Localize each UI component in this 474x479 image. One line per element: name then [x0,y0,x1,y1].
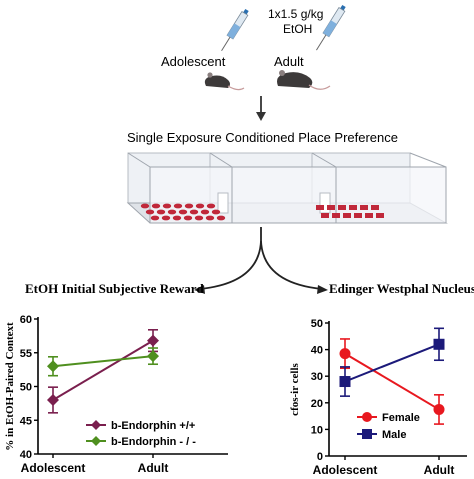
data-point [47,394,59,406]
floor-dot [145,209,155,215]
left-curve-arrow-icon [199,227,262,290]
y-tick-label: 30 [311,371,323,383]
adult-group-label: Adult [274,54,304,69]
data-point [339,376,351,388]
floor-dot [183,215,193,221]
y-tick-label: 60 [20,314,32,326]
floor-dot [184,203,194,209]
floor-square-pattern [316,205,384,218]
cpp-apparatus [126,152,448,224]
right-curve-arrow-icon [260,240,323,290]
floor-dot [172,215,182,221]
floor-dot [206,203,216,209]
series-b-endorphin- [47,328,159,414]
data-point [433,403,445,415]
floor-square [360,205,368,210]
data-point [47,360,59,373]
data-point [147,350,159,363]
branch-arrows [194,227,328,294]
down-arrow-icon [256,96,266,121]
legend: Female Male [357,412,420,441]
y-tick-label: 45 [20,415,32,427]
legend-label: b-Endorphin +/+ [111,420,195,432]
y-tick-label: 40 [20,449,32,461]
data-point [91,436,101,446]
floor-dot [167,209,177,215]
data-point [91,420,101,430]
legend-label: Male [382,429,406,441]
floor-square [321,213,329,218]
data-point [147,334,159,347]
y-axis-label: cfos-ir cells [289,362,301,415]
floor-dot [178,209,188,215]
right-panel-heading: Edinger Westphal Nucleus [329,281,474,296]
floor-dot [194,215,204,221]
series-line [52,355,154,368]
left-chart: 40 45 50 55 60 Adolescent Adult % in EtOH-Paire… [4,314,228,475]
floor-dot [162,203,172,209]
data-point [362,429,372,439]
syringe-icon [221,8,249,51]
floor-square [316,205,324,210]
floor-square [371,205,379,210]
x-tick-label: Adult [138,461,169,475]
floor-dot [156,209,166,215]
y-tick-label: 20 [311,398,323,410]
data-point [339,348,351,360]
y-tick-label: 50 [20,382,32,394]
y-tick-label: 10 [311,424,323,436]
x-tick-label: Adult [424,463,455,477]
floor-dot [173,203,183,209]
floor-square [327,205,335,210]
floor-dot [189,209,199,215]
floor-square [376,213,384,218]
data-point [362,412,372,422]
data-point [433,338,445,350]
apparatus-title: Single Exposure Conditioned Place Prefer… [127,130,399,145]
floor-dot-pattern [140,203,226,221]
floor-square [349,205,357,210]
top-illustration [204,4,346,121]
drug-label: EtOH [283,22,313,36]
y-tick-label: 0 [317,451,323,463]
floor-square [354,213,362,218]
right-chart: 0 10 20 30 40 50 Adolescent Adult cfos-ir cells F… [289,318,467,477]
series-line [344,352,440,411]
floor-square [338,205,346,210]
floor-dot [150,215,160,221]
legend-label: b-Endorphin - / - [111,436,196,448]
dose-label: 1x1.5 g/kg [268,7,324,21]
adult-mouse-icon [277,70,331,90]
floor-square [343,213,351,218]
series-line [344,343,440,383]
floor-square [365,213,373,218]
floor-dot [216,215,226,221]
series-line [52,339,154,401]
legend-label: Female [382,412,420,424]
legend: b-Endorphin +/+ b-Endorphin - / - [86,420,196,448]
floor-dot [140,203,150,209]
x-tick-label: Adolescent [21,461,86,475]
y-tick-label: 55 [20,348,32,360]
x-tick-label: Adolescent [313,463,378,477]
y-tick-label: 40 [311,345,323,357]
floor-dot [195,203,205,209]
series-b-endorphin- [47,347,159,377]
adolescent-group-label: Adolescent [161,54,226,69]
y-tick-label: 50 [311,318,323,330]
left-panel-heading: EtOH Initial Subjective Reward [25,281,204,296]
adolescent-mouse-icon [204,72,245,91]
floor-dot [161,215,171,221]
y-axis-label: % in EtOH-Paired Context [4,322,16,451]
floor-square [332,213,340,218]
syringe-icon [316,4,346,51]
floor-dot [211,209,221,215]
floor-dot [200,209,210,215]
floor-dot [205,215,215,221]
series-male [339,327,445,397]
series-female [339,338,445,425]
floor-dot [151,203,161,209]
